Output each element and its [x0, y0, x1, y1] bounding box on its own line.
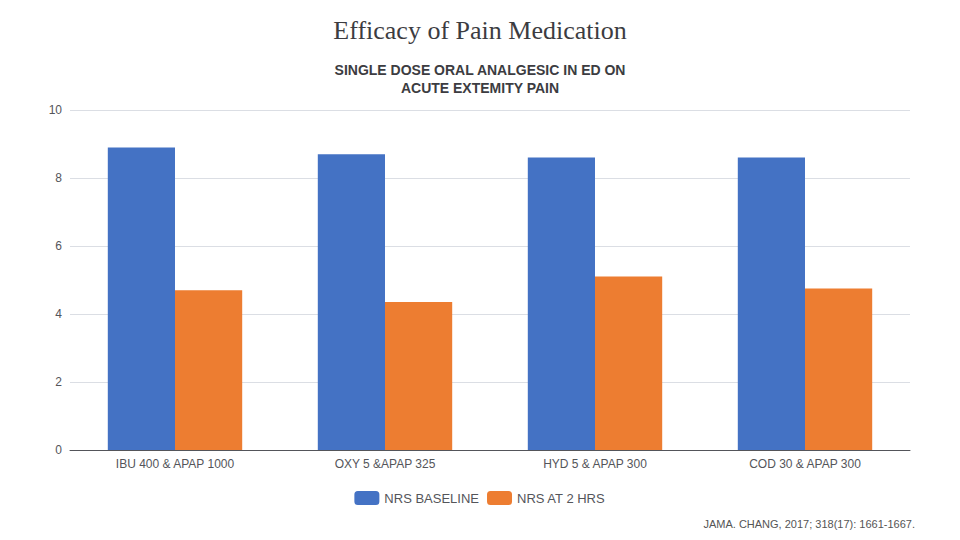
- svg-text:0: 0: [55, 443, 62, 457]
- svg-text:10: 10: [49, 103, 63, 117]
- svg-text:JAMA. CHANG, 2017; 318(17): 16: JAMA. CHANG, 2017; 318(17): 1661-1667.: [703, 518, 915, 530]
- svg-text:4: 4: [55, 307, 62, 321]
- svg-text:Efficacy of Pain Medication: Efficacy of Pain Medication: [333, 16, 626, 45]
- svg-text:SINGLE DOSE ORAL ANALGESIC IN: SINGLE DOSE ORAL ANALGESIC IN ED ON: [335, 62, 626, 78]
- svg-text:2: 2: [55, 375, 62, 389]
- svg-text:HYD 5 & APAP 300: HYD 5 & APAP 300: [543, 457, 647, 471]
- svg-text:ACUTE EXTEMITY PAIN: ACUTE EXTEMITY PAIN: [401, 80, 559, 96]
- svg-text:NRS AT 2 HRS: NRS AT 2 HRS: [517, 491, 605, 506]
- svg-text:8: 8: [55, 171, 62, 185]
- svg-text:IBU 400 & APAP 1000: IBU 400 & APAP 1000: [116, 457, 235, 471]
- svg-text:6: 6: [55, 239, 62, 253]
- svg-text:NRS BASELINE: NRS BASELINE: [384, 491, 479, 506]
- svg-text:OXY 5 &APAP 325: OXY 5 &APAP 325: [335, 457, 436, 471]
- svg-text:COD 30 & APAP 300: COD 30 & APAP 300: [749, 457, 861, 471]
